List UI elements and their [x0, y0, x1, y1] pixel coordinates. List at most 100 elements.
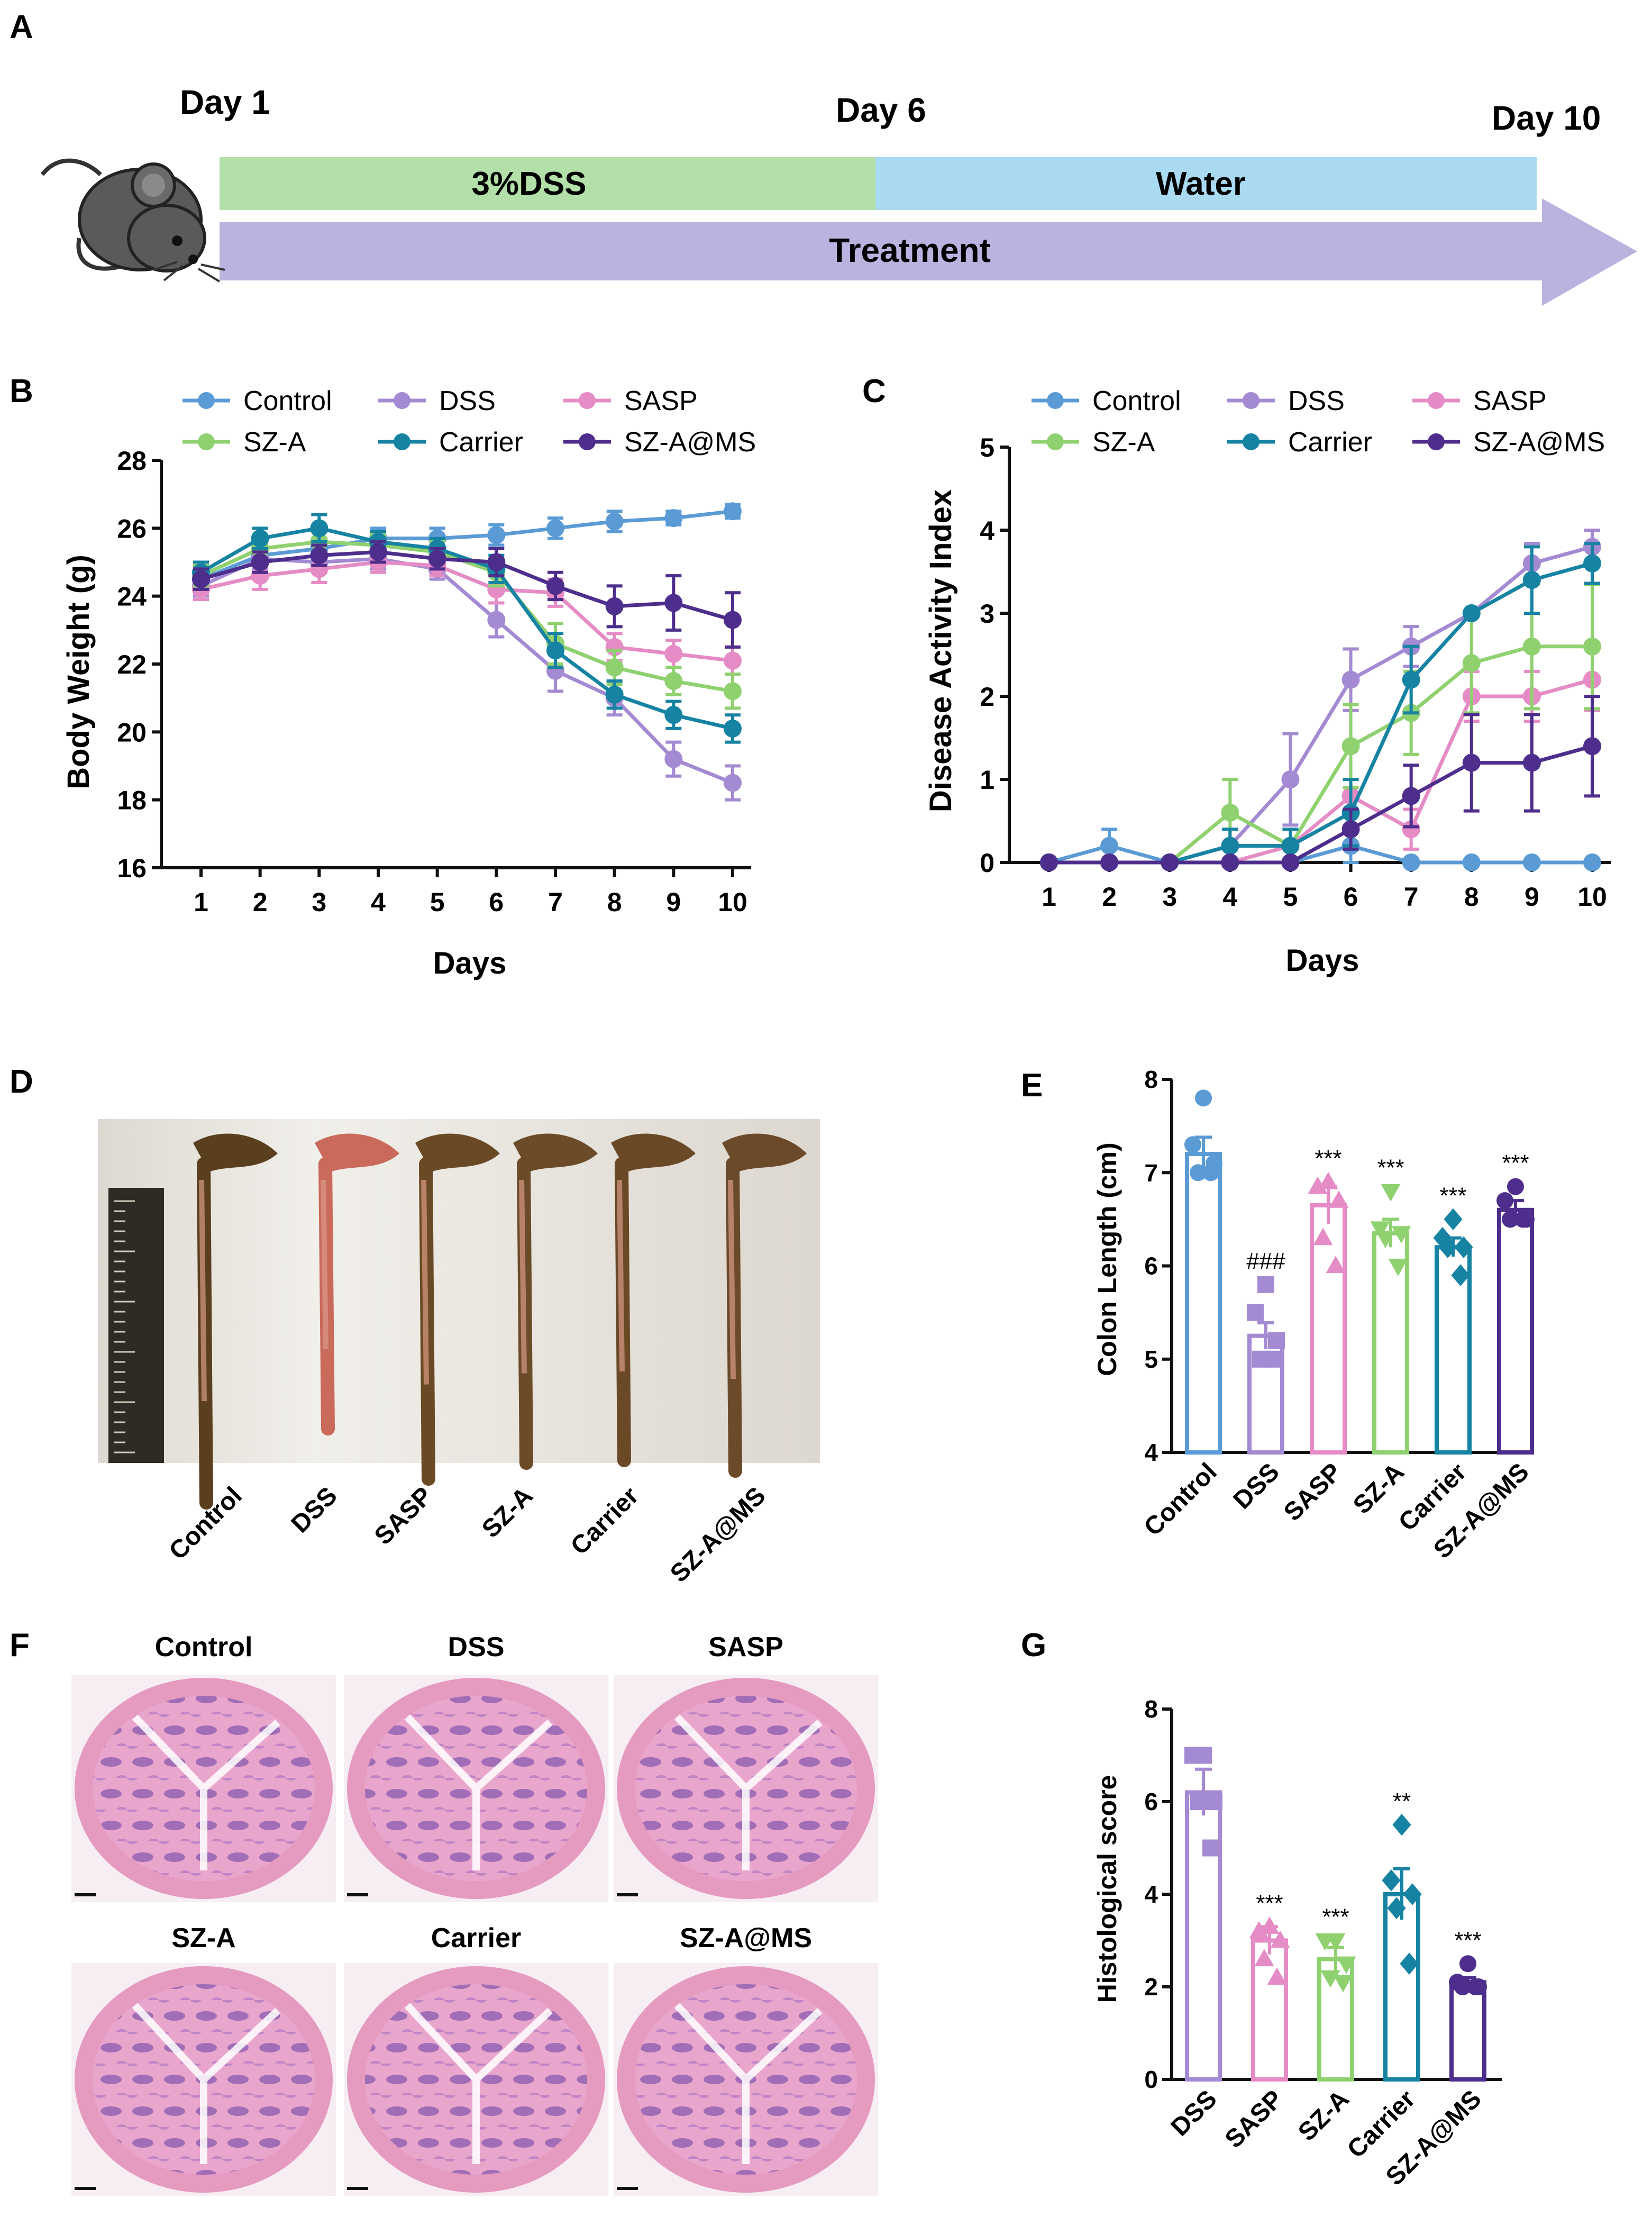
- series-sasp: [1040, 647, 1601, 871]
- colon-highlight: [519, 1179, 527, 1374]
- legend-marker: [394, 392, 410, 409]
- legend-label: SASP: [1473, 386, 1547, 416]
- data-point: [1583, 737, 1601, 756]
- data-point: [724, 682, 742, 701]
- data-point: [1040, 853, 1058, 871]
- series-sz-a-ms: [1040, 695, 1601, 871]
- colon-highlight: [617, 1179, 625, 1372]
- cecum: [722, 1133, 807, 1172]
- legend-marker: [1428, 433, 1445, 450]
- data-point: [664, 706, 683, 724]
- series-line-control: [200, 509, 733, 581]
- legend-label: Carrier: [1288, 427, 1372, 458]
- data-point: [487, 611, 506, 629]
- specimen-label-sz-a: SZ-A: [477, 1482, 539, 1543]
- data-point: [724, 611, 742, 629]
- scatter-point: [1333, 1975, 1353, 1993]
- lumen: [674, 2003, 823, 2164]
- body-weight-legend: Control DSS SASP SZ-A Carrier SZ-A@MS: [182, 386, 756, 458]
- data-point: [1583, 637, 1601, 656]
- scatter-point: [1308, 1176, 1328, 1194]
- c-xtick-label: 2: [1102, 882, 1117, 912]
- b-ytick-label: 22: [117, 650, 147, 679]
- scatter-point: [1268, 1332, 1285, 1349]
- c-ytick-label: 4: [980, 516, 994, 546]
- scatter-point: [1400, 1952, 1419, 1975]
- data-point: [1341, 820, 1360, 839]
- histology-tile-carrier: Carrier: [344, 1923, 608, 2196]
- category-label: DSS: [1228, 1458, 1285, 1514]
- scatter-point: [1502, 1211, 1519, 1228]
- data-point: [724, 651, 742, 670]
- data-point: [192, 570, 210, 588]
- scatter-point: [1451, 1264, 1470, 1286]
- significance-label: ***: [1502, 1150, 1529, 1176]
- scatter-point: [1190, 1793, 1207, 1810]
- cecum: [513, 1133, 598, 1172]
- water-phase-bar: [875, 157, 1537, 210]
- colon-specimen: [415, 1133, 500, 1486]
- data-point: [546, 519, 564, 538]
- scatter-point: [1195, 1089, 1212, 1107]
- scatter-point: [1313, 1228, 1333, 1246]
- c-xtick-label: 1: [1042, 882, 1056, 912]
- colon-photo-background: [98, 1119, 820, 1463]
- legend-marker: [1243, 392, 1259, 409]
- significance-label: ###: [1246, 1248, 1285, 1274]
- data-point: [724, 502, 742, 521]
- data-point: [1221, 803, 1239, 822]
- histology-tile-control: Control: [71, 1632, 336, 1902]
- data-point: [310, 519, 328, 538]
- c-ytick-label: 0: [980, 848, 994, 878]
- legend-marker: [579, 392, 596, 409]
- dai-ylabel: Disease Activity Index: [924, 489, 958, 812]
- panel-d: D Control DSS SASP SZ-A Carrier SZ-A@MS: [10, 1064, 820, 1588]
- scatter-point: [1514, 1211, 1531, 1228]
- legend-label: DSS: [439, 386, 496, 416]
- legend-label: SZ-A: [243, 427, 306, 458]
- scatter-point: [1184, 1136, 1201, 1153]
- b-ytick-label: 16: [117, 853, 147, 883]
- legend-item-sz-a: SZ-A: [182, 427, 306, 458]
- series-line-sz-a: [200, 540, 733, 693]
- scatter-point: [1249, 1921, 1269, 1939]
- histology-score-axes: 0 2 4 6 8: [1144, 1695, 1502, 2093]
- data-point: [1341, 737, 1360, 756]
- scatter-point: [1454, 1236, 1473, 1259]
- bar-group-control: Control: [1139, 1089, 1222, 1541]
- c-xtick-label: 10: [1577, 882, 1607, 912]
- histology-tile-sasp: SASP: [614, 1632, 878, 1902]
- c-xtick-label: 5: [1283, 882, 1298, 912]
- panel-g-label: G: [1021, 1627, 1046, 1664]
- cecum: [611, 1133, 696, 1172]
- bar-group-sz-a: ***SZ-A: [1348, 1155, 1411, 1520]
- c-xtick-label: 4: [1222, 882, 1237, 912]
- scatter-point: [1206, 1793, 1222, 1810]
- data-point: [1522, 571, 1541, 589]
- data-point: [1522, 637, 1541, 656]
- water-phase-label: Water: [1156, 166, 1246, 202]
- legend-label: SZ-A: [1092, 427, 1155, 458]
- series-line-sz-a-ms: [1049, 744, 1593, 865]
- b-ytick-label: 24: [117, 582, 147, 612]
- data-point: [605, 597, 624, 615]
- g-ytick-label: 4: [1144, 1880, 1158, 1908]
- panel-a-label: A: [10, 9, 33, 46]
- category-label: SASP: [1220, 2085, 1289, 2154]
- category-label: SASP: [1279, 1458, 1347, 1527]
- cecum: [415, 1133, 500, 1172]
- b-xtick-label: 2: [253, 887, 268, 917]
- scatter-point: [1329, 1190, 1349, 1208]
- significance-label: ***: [1439, 1183, 1466, 1209]
- legend-label: Control: [243, 386, 332, 416]
- c-xtick-label: 9: [1525, 882, 1539, 912]
- significance-label: ***: [1377, 1155, 1404, 1181]
- data-point: [1402, 820, 1420, 839]
- data-point: [664, 672, 683, 690]
- b-xtick-label: 1: [194, 887, 208, 917]
- scatter-point: [1190, 1164, 1207, 1182]
- treatment-arrow: [220, 198, 1637, 306]
- bar-carrier: [1383, 1892, 1420, 2082]
- data-point: [428, 550, 446, 568]
